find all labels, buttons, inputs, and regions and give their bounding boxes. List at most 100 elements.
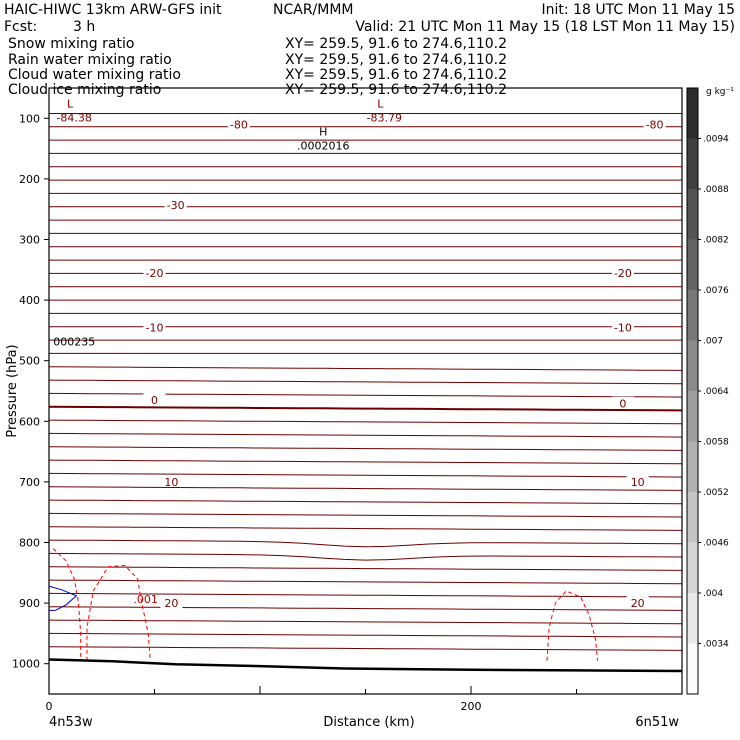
colorbar-segment — [687, 189, 698, 240]
contour-label: 0 — [151, 394, 158, 407]
contour-label: -80 — [646, 118, 664, 131]
y-tick-label: 900 — [19, 597, 40, 610]
contour-label-bg — [160, 596, 183, 609]
contour-label-bg — [611, 320, 634, 333]
header-init: Init: 18 UTC Mon 11 May 15 — [542, 2, 735, 18]
terrain-line — [48, 658, 683, 673]
isotherm-line — [48, 499, 683, 505]
x-tick-label: 0 — [46, 700, 53, 713]
contour-label: -10 — [614, 321, 632, 334]
contour-label: 20 — [164, 597, 178, 610]
isotherm-line — [48, 472, 683, 478]
colorbar-label: .0046 — [703, 539, 729, 549]
colorbar-segment — [687, 492, 698, 543]
field-name: Snow mixing ratio — [8, 36, 134, 52]
contour-labels: -80 -80 -30 -20 -20 -10 -10 0 0 10 10 20 20 — [143, 117, 666, 610]
y-tick-label: 400 — [19, 294, 40, 307]
isotherm-line — [48, 366, 683, 371]
isotherm-line — [48, 432, 683, 438]
y-tick-label: 200 — [19, 173, 40, 186]
temperature-contours — [48, 113, 683, 651]
colorbar-label: .0076 — [703, 286, 729, 296]
x-axis-label: Distance (km) — [323, 715, 414, 730]
rain-water-contour — [86, 564, 151, 661]
field-name: Cloud ice mixing ratio — [8, 82, 161, 98]
header-valid: Valid: 21 UTC Mon 11 May 15 (18 LST Mon … — [355, 19, 735, 35]
colorbar-label: .0064 — [703, 387, 729, 397]
colorbar-segment — [687, 290, 698, 341]
x-end-label-right: 6n51w — [635, 715, 679, 730]
rain-water-contour — [52, 548, 82, 661]
header-fcst-label: Fcst: — [4, 19, 37, 35]
colorbar-segment — [687, 391, 698, 442]
rain-water-contours: .001 000235 — [52, 335, 599, 661]
colorbar-segment — [687, 239, 698, 291]
isotherm-line — [48, 379, 683, 385]
contour-label-bg — [143, 393, 166, 406]
isotherm-line — [48, 486, 683, 491]
isotherm-line — [48, 539, 683, 548]
header-title: HAIC-HIWC 13km ARW-GFS init — [4, 2, 222, 18]
cloud-water-contours — [48, 585, 78, 611]
contour-label: 0 — [619, 398, 626, 411]
y-axis-label: Pressure (hPa) — [5, 344, 20, 437]
isotherm-line — [48, 526, 683, 531]
colorbar-segment — [687, 88, 698, 139]
contour-label: 20 — [631, 597, 645, 610]
rain-water-contour — [546, 590, 599, 661]
contour-label-bg — [611, 265, 634, 278]
contour-label: 10 — [164, 476, 178, 489]
y-tick-label: 600 — [19, 415, 40, 428]
y-tick-label: 100 — [19, 112, 40, 125]
colorbar-label: .0052 — [703, 488, 729, 498]
field-list: Snow mixing ratio XY= 259.5, 91.6 to 274… — [8, 36, 507, 98]
x-axis: 0 200 — [46, 686, 683, 713]
rain-contour-label: 000235 — [53, 335, 95, 348]
cloud-water-contour — [48, 585, 78, 611]
extremum-type: L — [377, 97, 384, 110]
colorbar-label: .0094 — [703, 135, 729, 145]
isotherm-line — [48, 646, 683, 651]
colorbar-unit: g kg⁻¹ — [706, 87, 734, 97]
field-name: Rain water mixing ratio — [8, 52, 172, 68]
isotherm-line — [48, 446, 683, 451]
terrain-surface — [48, 658, 683, 673]
isotherm-line — [48, 592, 683, 598]
colorbar-label: .0088 — [703, 185, 729, 195]
colorbar-segment — [687, 441, 698, 493]
isotherm-line — [48, 606, 683, 611]
isotherm-line — [48, 579, 683, 585]
colorbar-segment — [687, 593, 698, 644]
isotherm-line — [48, 632, 683, 638]
colorbar-segment — [687, 340, 698, 392]
isotherm-line — [48, 459, 683, 465]
colorbar-label: .0058 — [703, 438, 729, 448]
isotherm-line — [48, 619, 683, 625]
y-tick-label: 500 — [19, 355, 40, 368]
plot-area: .001 000235 -80 -80 -30 -20 -20 -10 -10 0 0 10 10 20… — [12, 87, 683, 713]
rain-contour-label: .001 — [133, 593, 158, 606]
colorbar: .0094 .0088 .0082 .0076 .007 .0064 .0058 .0052.… — [686, 87, 729, 695]
field-name: Cloud water mixing ratio — [8, 67, 181, 83]
x-tick-label: 200 — [461, 700, 482, 713]
contour-label-bg — [143, 265, 166, 278]
header-fcst-value: 3 h — [73, 19, 95, 35]
colorbar-label: .007 — [703, 337, 723, 347]
isotherm-line — [48, 566, 683, 571]
field-xy: XY= 259.5, 91.6 to 274.6,110.2 — [285, 52, 507, 68]
contour-label-bg — [626, 596, 649, 609]
field-xy: XY= 259.5, 91.6 to 274.6,110.2 — [285, 36, 507, 52]
contour-label-bg — [160, 474, 183, 487]
isotherm-line — [48, 512, 683, 518]
extrema-markers: L-84.38L-83.79H.0002016 — [56, 97, 402, 152]
x-end-label-left: 4n53w — [49, 715, 93, 730]
colorbar-label: .0082 — [703, 236, 729, 246]
header-org: NCAR/MMM — [273, 2, 354, 18]
field-xy: XY= 259.5, 91.6 to 274.6,110.2 — [285, 67, 507, 83]
y-tick-label: 1000 — [12, 658, 40, 671]
isotherm-line — [48, 419, 683, 425]
colorbar-segment — [687, 138, 698, 190]
contour-label-bg — [227, 117, 250, 130]
contour-label: -10 — [146, 321, 164, 334]
